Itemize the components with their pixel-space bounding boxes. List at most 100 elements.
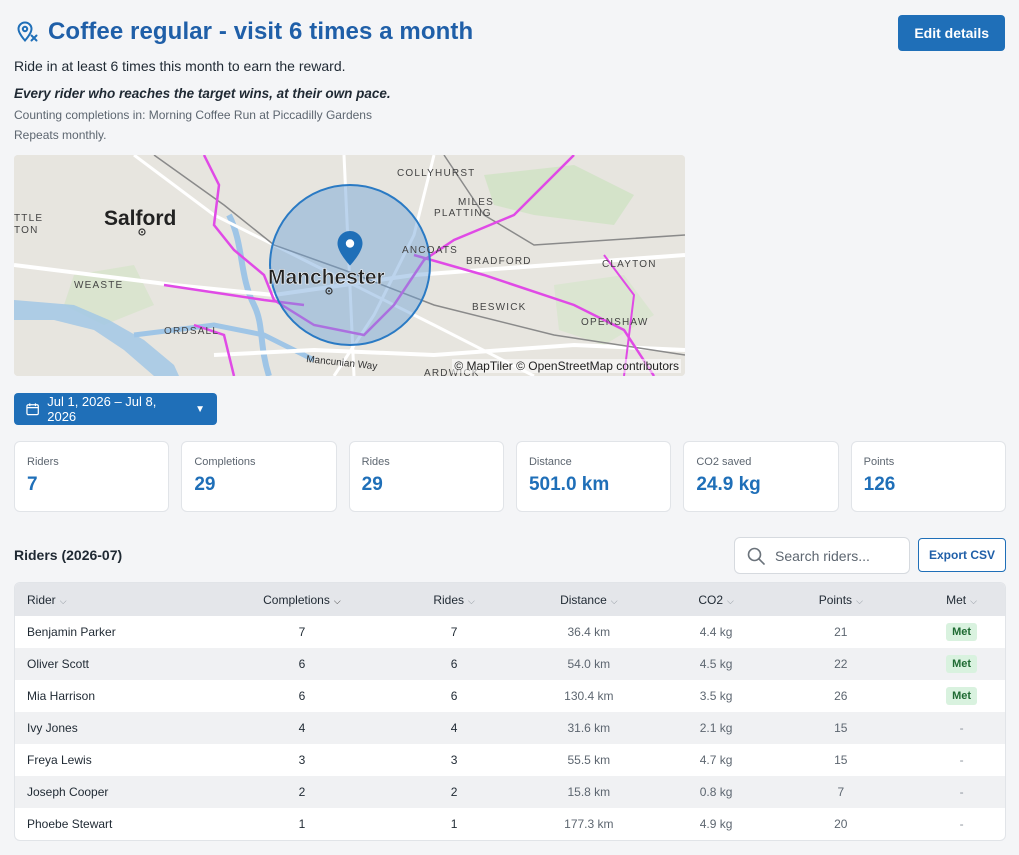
sort-icon: ⌵ (727, 595, 734, 606)
stat-label: Rides (361, 456, 390, 468)
met-badge: Met (946, 687, 978, 705)
column-header-points[interactable]: Points ⌵ (818, 592, 863, 607)
tagline: Every rider who reaches the target wins,… (14, 86, 391, 101)
page-title: Coffee regular - visit 6 times a month (48, 18, 474, 45)
railway (153, 155, 345, 271)
rider-name: Freya Lewis (27, 753, 92, 767)
distance-cell: 177.3 km (564, 817, 614, 831)
cycle-route (603, 254, 636, 376)
column-header-met[interactable]: Met ⌵ (946, 592, 977, 607)
met-badge: Met (946, 655, 978, 673)
export-csv-button[interactable]: Export CSV (918, 538, 1006, 572)
date-range-label: Jul 1, 2026 – Jul 8, 2026 (47, 394, 157, 424)
road (342, 155, 356, 376)
stat-card-riders: Riders 7 (14, 441, 170, 512)
counting-note: Counting completions in: Morning Coffee … (14, 108, 372, 122)
map-label-clayton: CLAYTON (602, 259, 657, 270)
search-box[interactable] (734, 537, 910, 574)
column-header-completions[interactable]: Completions ⌵ (263, 592, 341, 607)
stat-card-rides: Rides 29 (348, 441, 504, 512)
page-header: Coffee regular - visit 6 times a month E… (14, 15, 1005, 58)
completions-cell: 7 (298, 625, 306, 639)
column-header-distance[interactable]: Distance ⌵ (560, 592, 618, 607)
points-cell: 21 (834, 625, 848, 639)
map-label-ancoats: ANCOATS (402, 245, 458, 256)
river (226, 213, 272, 376)
met-cell: - (959, 785, 964, 799)
place-dot (138, 228, 146, 236)
map-label-weaste: WEASTE (74, 280, 123, 291)
search-riders-input[interactable] (775, 547, 895, 564)
met-cell: Met (918, 616, 1005, 648)
table-row[interactable]: Mia Harrison 6 6 130.4 km 3.5 kg 26 Met (15, 680, 1005, 712)
riders-section-title: Riders (2026-07) (14, 547, 123, 563)
map-pin-icon[interactable] (337, 231, 363, 266)
park-area (484, 165, 634, 225)
met-cell: Met (918, 648, 1005, 680)
rider-name: Phoebe Stewart (27, 817, 113, 831)
rider-name: Oliver Scott (27, 657, 90, 671)
map-label-platting: PLATTING (434, 208, 492, 219)
met-cell: - (959, 721, 964, 735)
column-header-co2[interactable]: CO2 ⌵ (698, 592, 734, 607)
co2-cell: 4.9 kg (699, 817, 733, 831)
search-icon (747, 547, 765, 565)
road (14, 253, 685, 298)
rider-name: Mia Harrison (27, 689, 96, 703)
stat-card-points: Points 126 (850, 441, 1006, 512)
date-range-picker[interactable]: Jul 1, 2026 – Jul 8, 2026 ▼ (14, 393, 217, 425)
canal (133, 322, 316, 363)
distance-cell: 54.0 km (567, 657, 611, 671)
map-label-ttle: TTLE (14, 213, 43, 224)
stat-label: Completions (194, 456, 256, 468)
stat-value: 7 (27, 474, 38, 495)
stat-label: CO2 saved (696, 456, 752, 468)
sort-icon: ⌵ (468, 595, 475, 606)
points-cell: 26 (834, 689, 848, 703)
place-dot (141, 231, 143, 233)
edit-details-button[interactable]: Edit details (898, 15, 1005, 51)
column-header-rider[interactable]: Rider ⌵ (27, 592, 67, 607)
stat-card-co2: CO2 saved 24.9 kg (683, 441, 839, 512)
map-label-salford: Salford (104, 207, 176, 230)
cycle-route (413, 253, 656, 376)
column-header-rides[interactable]: Rides ⌵ (433, 592, 475, 607)
map-label-manchester: Manchester (268, 266, 385, 289)
table-row[interactable]: Joseph Cooper 2 2 15.8 km 0.8 kg 7 - (15, 776, 1005, 808)
distance-cell: 55.5 km (567, 753, 611, 767)
met-badge: Met (946, 623, 978, 641)
railway (443, 155, 685, 246)
completions-cell: 6 (298, 657, 306, 671)
stat-value: 29 (361, 474, 383, 495)
road (213, 342, 685, 358)
completions-cell: 6 (298, 689, 306, 703)
completions-cell: 3 (298, 753, 306, 767)
road (133, 155, 535, 376)
table-row[interactable]: Benjamin Parker 7 7 36.4 km 4.4 kg 21 Me… (15, 616, 1005, 648)
rider-name: Benjamin Parker (27, 625, 116, 639)
points-cell: 20 (834, 817, 848, 831)
stat-value: 29 (194, 474, 216, 495)
table-row[interactable]: Phoebe Stewart 1 1 177.3 km 4.9 kg 20 - (15, 808, 1005, 840)
stat-label: Points (863, 456, 895, 468)
table-row[interactable]: Oliver Scott 6 6 54.0 km 4.5 kg 22 Met (15, 648, 1005, 680)
map-label-ton: TON (14, 225, 39, 236)
map-attribution[interactable]: © MapTiler © OpenStreetMap contributors (452, 359, 681, 373)
points-cell: 22 (834, 657, 848, 671)
map-label-ordsall: ORDSALL (164, 326, 219, 337)
map-canvas[interactable]: Salford Manchester COLLYHURST MILES PLAT… (14, 155, 685, 376)
met-cell: Met (918, 680, 1005, 712)
location-map[interactable]: Salford Manchester COLLYHURST MILES PLAT… (14, 155, 685, 376)
cycle-route (163, 283, 305, 307)
map-label-ardwick: ARDWICK (424, 368, 480, 376)
rides-cell: 3 (450, 753, 458, 767)
distance-cell: 15.8 km (567, 785, 611, 799)
railway (343, 269, 685, 356)
table-row[interactable]: Ivy Jones 4 4 31.6 km 2.1 kg 15 - (15, 712, 1005, 744)
completions-cell: 1 (298, 817, 306, 831)
place-dot (325, 287, 333, 295)
repeats-note: Repeats monthly. (14, 128, 107, 142)
table-row[interactable]: Freya Lewis 3 3 55.5 km 4.7 kg 15 - (15, 744, 1005, 776)
rides-cell: 6 (450, 657, 458, 671)
co2-cell: 4.7 kg (699, 753, 733, 767)
